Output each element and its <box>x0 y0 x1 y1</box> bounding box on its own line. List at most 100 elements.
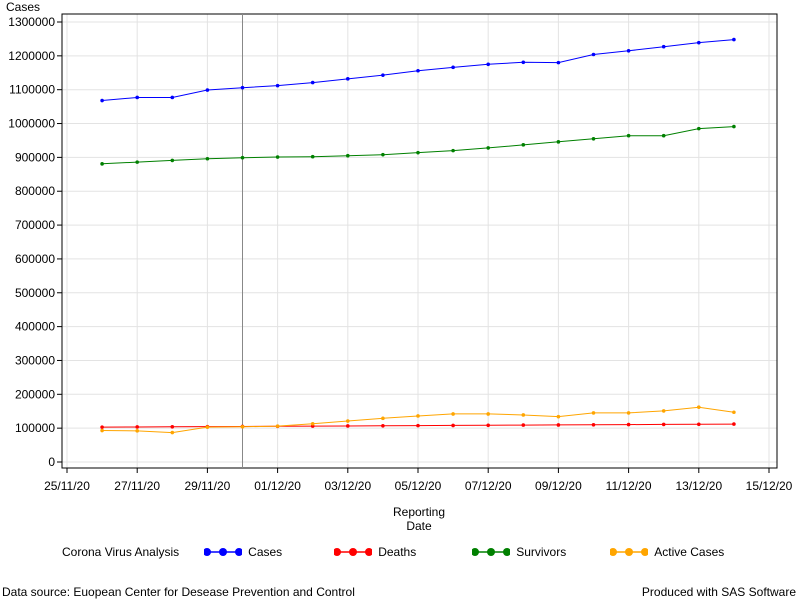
data-point-active-cases <box>381 416 385 421</box>
data-point-cases <box>661 44 666 49</box>
data-point-deaths <box>732 422 736 426</box>
legend-symbol-deaths <box>334 548 373 556</box>
legend-label-survivors: Survivors <box>516 545 567 559</box>
data-point-cases <box>346 77 350 81</box>
y-tick-label: 700000 <box>15 218 55 232</box>
data-point-cases <box>416 68 420 73</box>
y-tick-label: 800000 <box>15 184 55 198</box>
data-point-deaths <box>591 422 596 427</box>
y-tick-label: 0 <box>48 455 55 469</box>
x-tick-label: 13/12/20 <box>675 479 722 493</box>
data-point-active-cases <box>100 428 104 433</box>
data-point-deaths <box>661 422 666 427</box>
data-point-survivors <box>346 153 350 158</box>
y-tick-label: 400000 <box>15 320 55 334</box>
data-point-active-cases <box>170 430 175 435</box>
y-tick-label: 1000000 <box>8 117 55 131</box>
data-point-deaths <box>381 423 385 428</box>
legend: Corona Virus Analysis Cases Deaths Survi… <box>62 545 724 559</box>
data-point-survivors <box>451 148 455 153</box>
data-point-survivors <box>486 146 491 150</box>
x-axis-label-line1: Reporting <box>392 505 446 519</box>
data-point-survivors <box>135 160 139 164</box>
data-point-active-cases <box>275 424 280 428</box>
data-point-survivors <box>310 154 315 159</box>
y-tick-label: 1300000 <box>8 15 55 29</box>
data-point-deaths <box>170 425 175 429</box>
data-point-cases <box>451 65 455 70</box>
data-point-active-cases <box>346 419 350 423</box>
y-tick-label: 200000 <box>15 387 55 401</box>
data-point-active-cases <box>240 425 245 429</box>
data-point-cases <box>310 80 315 85</box>
data-point-deaths <box>521 423 526 427</box>
data-point-cases <box>170 95 175 100</box>
data-point-survivors <box>205 156 210 161</box>
data-point-deaths <box>100 425 104 429</box>
data-point-active-cases <box>591 411 596 415</box>
plot-frame <box>61 13 778 469</box>
data-point-active-cases <box>135 429 139 433</box>
legend-item-cases: Cases <box>204 545 282 559</box>
legend-label-cases: Cases <box>248 545 283 559</box>
data-point-cases <box>240 85 245 90</box>
data-point-survivors <box>381 152 385 157</box>
y-tick-label: 600000 <box>15 252 55 266</box>
data-point-cases <box>135 95 139 100</box>
y-tick-label: 1100000 <box>9 83 55 97</box>
x-tick-label: 27/11/20 <box>114 479 160 493</box>
data-point-deaths <box>135 425 139 429</box>
data-point-deaths <box>697 422 701 427</box>
x-tick-label: 15/12/20 <box>746 479 793 493</box>
x-tick-label: 09/12/20 <box>535 479 582 493</box>
data-point-survivors <box>556 140 561 144</box>
data-point-active-cases <box>661 409 666 413</box>
x-tick-label: 07/12/20 <box>465 479 512 493</box>
data-point-survivors <box>275 155 280 159</box>
data-point-survivors <box>591 136 596 141</box>
data-point-cases <box>275 83 280 88</box>
data-point-active-cases <box>697 405 701 409</box>
data-point-survivors <box>170 158 175 163</box>
data-point-deaths <box>416 423 420 428</box>
data-point-survivors <box>661 133 666 138</box>
data-point-deaths <box>556 423 561 427</box>
x-tick-label: 11/12/20 <box>606 479 652 493</box>
legend-label-deaths: Deaths <box>378 545 417 559</box>
x-tick-label: 01/12/20 <box>254 479 301 493</box>
legend-item-survivors: Survivors <box>472 545 566 559</box>
data-point-cases <box>626 48 631 53</box>
legend-title: Corona Virus Analysis <box>62 545 180 559</box>
data-point-active-cases <box>732 410 736 415</box>
y-axis-label: Cases <box>6 0 41 14</box>
x-tick-label: 03/12/20 <box>324 479 371 493</box>
data-point-survivors <box>521 143 526 147</box>
line-chart: 0 100000 200000 300000 400000 500000 600000 700… <box>8 13 793 493</box>
legend-symbol-active-cases <box>610 548 649 556</box>
legend-label-active-cases: Active Cases <box>654 545 725 559</box>
x-tick-label: 29/11/20 <box>184 479 230 493</box>
y-tick-label: 900000 <box>15 150 55 164</box>
data-point-active-cases <box>451 412 455 416</box>
data-point-cases <box>732 37 736 42</box>
data-point-survivors <box>416 150 420 155</box>
data-point-active-cases <box>556 414 561 419</box>
data-point-deaths <box>346 424 350 428</box>
y-tick-label: 1200000 <box>8 49 55 63</box>
data-source-note: Data source: Euopean Center for Desease … <box>2 585 355 599</box>
legend-symbol-cases <box>204 548 243 556</box>
data-point-active-cases <box>486 412 491 416</box>
y-tick-label: 500000 <box>15 286 55 300</box>
data-point-survivors <box>100 162 104 166</box>
legend-item-active-cases: Active Cases <box>610 545 724 559</box>
data-point-cases <box>697 40 701 45</box>
data-point-active-cases <box>205 425 210 429</box>
x-axis-label: Reporting Date <box>0 505 800 533</box>
data-point-deaths <box>451 423 455 428</box>
data-point-active-cases <box>626 411 631 415</box>
data-point-cases <box>100 98 104 103</box>
legend-symbol-survivors <box>472 548 511 556</box>
data-point-cases <box>591 52 596 57</box>
data-point-deaths <box>486 423 491 428</box>
legend-item-deaths: Deaths <box>334 545 416 559</box>
